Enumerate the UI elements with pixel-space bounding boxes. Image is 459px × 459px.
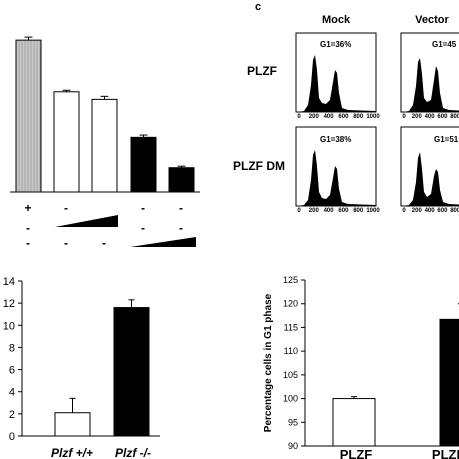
bar	[54, 412, 91, 437]
y-tick-label: 100	[283, 394, 298, 404]
treatment-sign: -	[179, 221, 183, 235]
flow-tick-label: 800	[450, 114, 459, 120]
flow-row-label-1: PLZF DM	[233, 159, 285, 173]
flow-tick-label: 400	[425, 114, 436, 120]
y-tick-label: 110	[284, 346, 298, 356]
y-tick-label: 10	[3, 320, 15, 332]
flow-tick-label: 1000	[366, 114, 380, 120]
flow-row-label-0: PLZF	[247, 64, 277, 78]
flow-tick-label: 0	[297, 114, 301, 120]
histogram-peak	[298, 150, 376, 206]
flow-tick-label: 400	[324, 208, 335, 214]
bar	[168, 167, 195, 193]
chart-top-left: + - - -- - -- - -	[10, 36, 200, 250]
panel-label-c: c	[255, 1, 261, 13]
chart-bottom-right: 90 95 100 105 110 115 120 125 Percentage cells …	[263, 275, 459, 459]
g1-label: G1=45	[432, 40, 457, 49]
flow-col-header-1: Vector	[415, 14, 449, 26]
flow-col-header-0: Mock	[322, 14, 351, 26]
flow-tick-label: 800	[450, 208, 459, 214]
histogram-peak	[403, 152, 459, 206]
flow-tick-label: 800	[353, 114, 364, 120]
treatment-sign: -	[102, 236, 106, 250]
y-tick-label: 0	[9, 431, 15, 443]
y-tick-label: 90	[288, 441, 298, 451]
y-tick-label: 120	[283, 299, 298, 309]
y-tick-label: 95	[288, 417, 298, 427]
y-tick-label: 2	[9, 409, 15, 421]
y-tick-label: 105	[283, 370, 298, 380]
bottom-right-y-label: Percentage cells in G1 phase	[263, 293, 274, 432]
y-tick-label: 4	[9, 387, 15, 399]
bottom-right-category-1: PLZI	[432, 447, 459, 459]
dose-wedge-1	[55, 215, 118, 227]
histogram-peak	[298, 55, 376, 112]
y-tick-label: 8	[9, 342, 15, 354]
bar	[332, 398, 376, 447]
treatment-rows: + - - -- - -- - -	[24, 201, 183, 250]
y-tick-label: 115	[284, 322, 298, 332]
y-tick-label: 14	[3, 276, 15, 288]
chart-bottom-left: 0 2 4 6 8 10 12 14 Plzf +/+ Plzf -/-	[3, 276, 160, 459]
treatment-sign: -	[64, 201, 68, 215]
flow-tick-label: 600	[338, 114, 349, 120]
treatment-sign: -	[26, 236, 30, 250]
treatment-sign: -	[64, 236, 68, 250]
bar	[113, 307, 150, 437]
g1-label: G1=38%	[320, 135, 351, 144]
flow-tick-label: 200	[309, 208, 320, 214]
y-tick-label: 125	[283, 275, 298, 285]
flow-panel: Mock Vector PLZF PLZF DM G1=36% G1=45 G1…	[233, 14, 459, 214]
treatment-sign: +	[24, 201, 31, 215]
g1-label: G1=51	[434, 135, 459, 144]
flow-tick-label: 1000	[366, 208, 380, 214]
flow-tick-label: 0	[297, 208, 301, 214]
bottom-right-category-0: PLZF	[340, 447, 373, 459]
flow-tick-label: 0	[402, 208, 406, 214]
bar	[439, 318, 459, 447]
flow-x-ticks: 0200400600800100002004006008001000020040…	[297, 114, 459, 214]
bar	[130, 136, 157, 193]
bar	[91, 98, 118, 193]
flow-tick-label: 0	[402, 114, 406, 120]
treatment-sign: -	[141, 201, 145, 215]
y-tick-label: 6	[9, 365, 15, 377]
flow-tick-label: 200	[412, 208, 423, 214]
flow-tick-label: 400	[425, 208, 436, 214]
flow-tick-label: 600	[437, 114, 448, 120]
flow-tick-label: 200	[309, 114, 320, 120]
flow-tick-label: 800	[353, 208, 364, 214]
bottom-left-category-1: Plzf -/-	[115, 446, 151, 459]
flow-tick-label: 600	[338, 208, 349, 214]
treatment-sign: -	[26, 221, 30, 235]
flow-tick-label: 400	[324, 114, 335, 120]
treatment-sign: -	[179, 201, 183, 215]
treatment-sign: -	[141, 221, 145, 235]
bar	[53, 91, 80, 193]
y-tick-label: 12	[3, 298, 15, 310]
flow-tick-label: 600	[437, 208, 448, 214]
bottom-left-category-0: Plzf +/+	[51, 446, 93, 459]
flow-tick-label: 200	[412, 114, 423, 120]
g1-label: G1=36%	[320, 40, 351, 49]
dose-wedge-2	[130, 237, 196, 247]
histogram-peak	[403, 58, 459, 112]
